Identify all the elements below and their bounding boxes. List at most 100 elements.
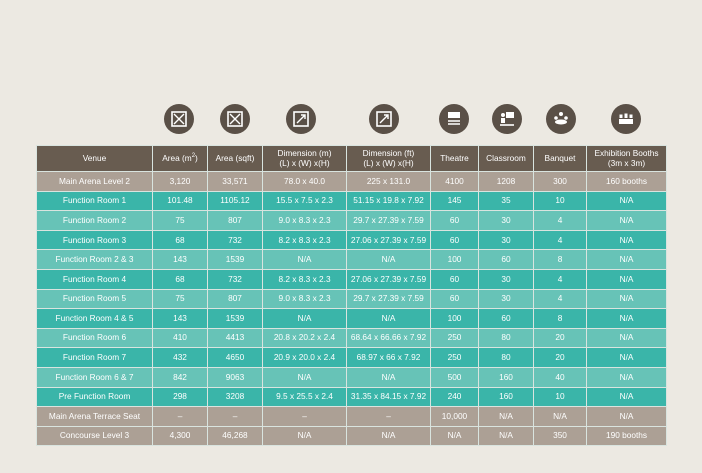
- table-row: Pre Function Room 298 3208 9.5 x 25.5 x 2.4…: [36, 386, 667, 408]
- area-sqft-cell: 1539: [207, 308, 263, 329]
- area-m-cell: 68: [152, 268, 208, 290]
- area-sqft-cell: –: [207, 406, 263, 427]
- area-sqft-cell: 4413: [207, 327, 263, 349]
- exhibition-booths-cell: 160 booths: [586, 171, 667, 192]
- table-row: Function Room 3 68 732 8.2 x 8.3 x 2.3 27.06…: [36, 229, 667, 251]
- exhibition-booths-cell: N/A: [586, 308, 667, 329]
- exhibition-booths-cell: N/A: [586, 229, 667, 251]
- area-sqft-cell: 3208: [207, 386, 263, 408]
- dimension-ft-cell: 27.06 x 27.39 x 7.59: [346, 268, 431, 290]
- dimension-m-cell: –: [262, 406, 347, 427]
- classroom-cell: 160: [478, 386, 534, 408]
- exhibition-booths-cell: N/A: [586, 347, 667, 368]
- exhibition-booths-cell: N/A: [586, 268, 667, 290]
- venue-cell: Function Room 4: [36, 268, 153, 290]
- area-m-cell: –: [152, 406, 208, 427]
- venue-cell: Function Room 6 & 7: [36, 366, 153, 388]
- area-sqft-cell: 807: [207, 210, 263, 231]
- exhibition-booths-cell: N/A: [586, 210, 667, 231]
- table-row: Function Room 7 432 4650 20.9 x 20.0 x 2.4 6…: [36, 347, 667, 368]
- table-row: Function Room 4 & 5 143 1539 N/A N/A 100 60 8 N/…: [36, 308, 667, 329]
- venue-cell: Function Room 7: [36, 347, 153, 368]
- classroom-cell: 80: [478, 347, 534, 368]
- header-icon-row: [0, 104, 702, 140]
- exhibition-booths-icon: [611, 104, 641, 134]
- classroom-cell: N/A: [478, 406, 534, 427]
- theatre-cell: 240: [430, 386, 479, 408]
- banquet-cell: 40: [533, 366, 587, 388]
- table-header-row: Venue Area (m2) Area (sqft) Dimension (m…: [36, 145, 667, 172]
- banquet-cell: 8: [533, 249, 587, 270]
- classroom-cell: 30: [478, 288, 534, 310]
- theatre-cell: 250: [430, 327, 479, 349]
- classroom-cell: 30: [478, 210, 534, 231]
- dimension-ft-cell: N/A: [346, 308, 431, 329]
- banquet-cell: 300: [533, 171, 587, 192]
- area-sqft-cell: 1105.12: [207, 190, 263, 212]
- table-row: Function Room 1 101.48 1105.12 15.5 x 7.5 x…: [36, 190, 667, 212]
- theatre-header: Theatre: [430, 145, 479, 172]
- dimension-ft-cell: 31.35 x 84.15 x 7.92: [346, 386, 431, 408]
- dimension-m-header: Dimension (m) (L) x (W) x(H): [262, 145, 347, 172]
- dimension-m-cell: 8.2 x 8.3 x 2.3: [262, 229, 347, 251]
- area-m-cell: 3,120: [152, 171, 208, 192]
- area-m-header: Area (m2): [152, 145, 208, 172]
- table-body: Main Arena Level 2 3,120 33,571 78.0 x 40.0…: [36, 171, 667, 447]
- classroom-cell: 60: [478, 308, 534, 329]
- banquet-cell: 4: [533, 210, 587, 231]
- theatre-cell: 60: [430, 229, 479, 251]
- venue-cell: Concourse Level 3: [36, 425, 153, 447]
- area-sqft-cell: 732: [207, 268, 263, 290]
- dimension-m-cell: 9.0 x 8.3 x 2.3: [262, 288, 347, 310]
- dimension-ft-icon: [369, 104, 399, 134]
- dimension-ft-header: Dimension (ft) (L) x (W) x(H): [346, 145, 431, 172]
- venue-cell: Function Room 2 & 3: [36, 249, 153, 270]
- banquet-cell: 8: [533, 308, 587, 329]
- dimension-ft-cell: N/A: [346, 249, 431, 270]
- area-sqft-cell: 807: [207, 288, 263, 310]
- area-sqft-cell: 1539: [207, 249, 263, 270]
- theatre-cell: 60: [430, 268, 479, 290]
- dimension-m-cell: N/A: [262, 425, 347, 447]
- dimension-m-cell: 9.5 x 25.5 x 2.4: [262, 386, 347, 408]
- banquet-cell: 20: [533, 347, 587, 368]
- venue-cell: Main Arena Level 2: [36, 171, 153, 192]
- area-m-cell: 101.48: [152, 190, 208, 212]
- dimension-m-icon: [286, 104, 316, 134]
- exhibition-booths-header: Exhibition Booths (3m x 3m): [586, 145, 667, 172]
- area-sqft-header: Area (sqft): [207, 145, 263, 172]
- area-m-cell: 410: [152, 327, 208, 349]
- area-m-cell: 68: [152, 229, 208, 251]
- exhibition-booths-cell: N/A: [586, 327, 667, 349]
- banquet-cell: 20: [533, 327, 587, 349]
- banquet-cell: N/A: [533, 406, 587, 427]
- banquet-cell: 10: [533, 190, 587, 212]
- venue-cell: Function Room 5: [36, 288, 153, 310]
- theatre-cell: 100: [430, 308, 479, 329]
- venue-cell: Function Room 6: [36, 327, 153, 349]
- area-m-icon: [164, 104, 194, 134]
- table-row: Function Room 2 & 3 143 1539 N/A N/A 100 60 8 N/…: [36, 249, 667, 270]
- table-row: Concourse Level 3 4,300 46,268 N/A N/A N/A N/A…: [36, 425, 667, 447]
- area-m-cell: 75: [152, 288, 208, 310]
- table-row: Function Room 5 75 807 9.0 x 8.3 x 2.3 29.7 …: [36, 288, 667, 310]
- dimension-m-cell: N/A: [262, 249, 347, 270]
- exhibition-booths-cell: N/A: [586, 288, 667, 310]
- classroom-cell: 60: [478, 249, 534, 270]
- exhibition-booths-cell: 190 booths: [586, 425, 667, 447]
- classroom-cell: 1208: [478, 171, 534, 192]
- table-row: Main Arena Level 2 3,120 33,571 78.0 x 40.0…: [36, 171, 667, 192]
- theatre-cell: N/A: [430, 425, 479, 447]
- area-sqft-cell: 4650: [207, 347, 263, 368]
- classroom-icon: [492, 104, 522, 134]
- exhibition-booths-cell: N/A: [586, 406, 667, 427]
- area-m-cell: 4,300: [152, 425, 208, 447]
- dimension-ft-cell: 51.15 x 19.8 x 7.92: [346, 190, 431, 212]
- area-m-cell: 143: [152, 308, 208, 329]
- table-row: Function Room 6 & 7 842 9063 N/A N/A 500 160 40…: [36, 366, 667, 388]
- dimension-ft-cell: 225 x 131.0: [346, 171, 431, 192]
- venue-cell: Main Arena Terrace Seat: [36, 406, 153, 427]
- dimension-ft-cell: –: [346, 406, 431, 427]
- venue-capacity-table: Venue Area (m2) Area (sqft) Dimension (m…: [36, 145, 667, 447]
- dimension-m-cell: 8.2 x 8.3 x 2.3: [262, 268, 347, 290]
